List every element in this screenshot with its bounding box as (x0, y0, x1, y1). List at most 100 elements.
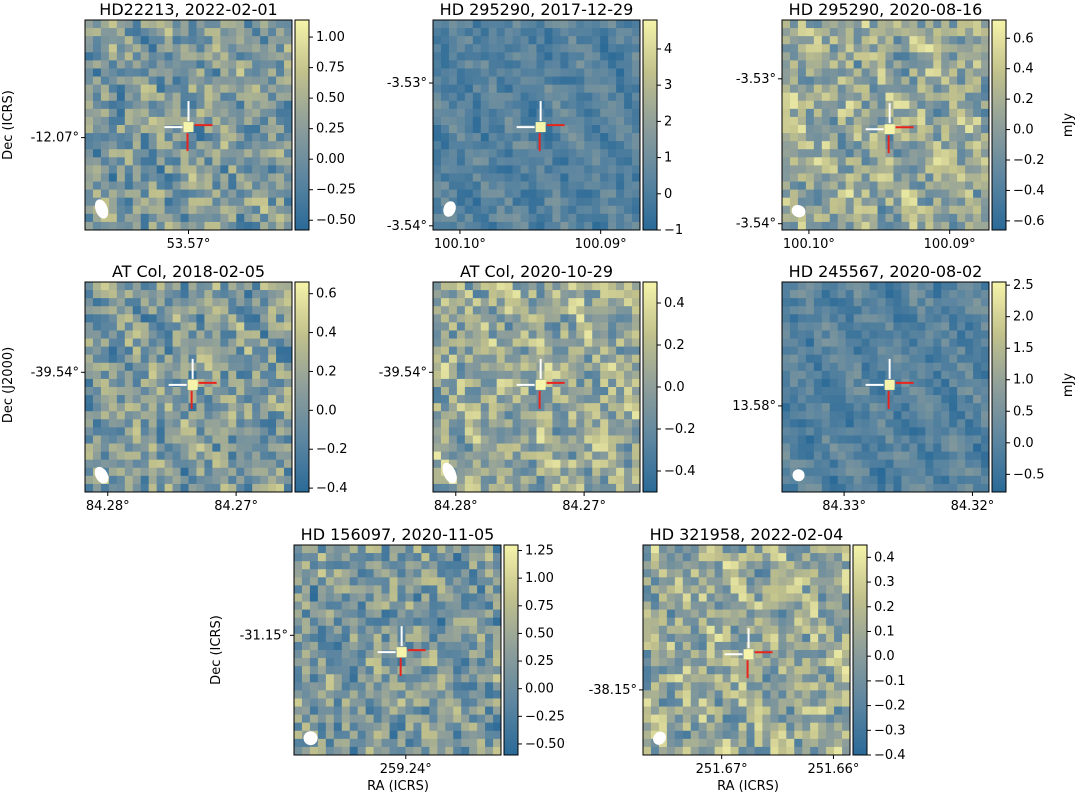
colorbar-tick-label: 0.1 (874, 624, 895, 639)
colorbar-tick-label: 2 (664, 114, 672, 129)
x-tick-label: 100.09° (575, 237, 627, 252)
colorbar-tick-label: 0 (664, 187, 672, 202)
panel-frame (642, 544, 851, 756)
colorbar-tick-label: −0.4 (874, 748, 906, 763)
colorbar (991, 19, 1007, 231)
x-tick-label: 53.57° (167, 237, 211, 252)
x-tick-label: 84.27° (214, 499, 258, 514)
colorbar-tick-label: 0.4 (664, 296, 685, 311)
colorbar-tick-label: −0.50 (316, 213, 356, 228)
colorbar-tick-label: −0.4 (664, 464, 696, 479)
x-tick-label: 84.32° (951, 499, 995, 514)
colorbar-tick-label: 0.2 (316, 364, 337, 379)
colorbar (503, 544, 519, 756)
colorbar-tick-label: −0.2 (1013, 153, 1045, 168)
colorbar (991, 281, 1007, 493)
colorbar-tick-label: 1.25 (525, 544, 554, 559)
panel-title: AT Col, 2018-02-05 (112, 262, 265, 281)
y-tick-label: -39.54° (379, 365, 427, 380)
y-tick-label: -38.15° (589, 683, 637, 698)
colorbar (642, 19, 658, 231)
panel-3: HD 295290, 2020-08-16 100.10° 100.09° -3.53… (736, 0, 1045, 252)
beam-ellipse (792, 469, 805, 482)
beam-ellipse (94, 199, 109, 219)
x-tick-label: 84.28° (434, 499, 478, 514)
colorbar-unit-label-row2: mJy (1061, 373, 1076, 397)
y-tick-label: -3.54° (736, 217, 776, 232)
colorbar-tick-label: 0.00 (316, 152, 345, 167)
heatmap-pixels (85, 20, 293, 231)
panel-8: HD 321958, 2022-02-04 251.67° 251.66° -38.1… (589, 525, 906, 777)
colorbar-tick-label: −0.25 (316, 183, 356, 198)
source-peak (884, 124, 895, 135)
panel-1: HD22213, 2022-02-01 53.57° -12.07° −0.50 −0.… (31, 0, 356, 252)
x-axis-label-left: RA (ICRS) (367, 779, 429, 794)
y-tick-label: -31.15° (240, 628, 288, 643)
panel-frame (293, 544, 502, 756)
colorbar-tick-label: 1 (664, 151, 672, 166)
heatmap-pixels (85, 282, 293, 493)
heatmap-pixels (433, 20, 641, 231)
colorbar-tick-label: −0.4 (316, 481, 348, 496)
colorbar-tick-label: −0.50 (525, 737, 565, 752)
x-tick-label: 100.09° (924, 237, 976, 252)
panel-title: HD 245567, 2020-08-02 (789, 262, 983, 281)
beam-ellipse (443, 201, 456, 217)
y-tick-label: 13.58° (732, 399, 776, 414)
heatmap-pixels (643, 545, 851, 756)
beam-ellipse (303, 731, 318, 746)
colorbar-tick-label: 0.50 (316, 91, 345, 106)
colorbar-tick-label: 0.5 (1013, 404, 1034, 419)
colorbar-tick-label: 0.4 (316, 326, 337, 341)
beam-ellipse (94, 466, 109, 484)
colorbar-tick-label: 0.0 (874, 649, 895, 664)
panel-title: HD 321958, 2022-02-04 (650, 525, 844, 544)
colorbar-tick-label: −0.6 (1013, 214, 1045, 229)
colorbar-tick-label: 0.2 (874, 600, 895, 615)
colorbar-tick-label: 1.00 (525, 571, 554, 586)
source-peak (743, 649, 754, 660)
panel-frame (781, 19, 990, 231)
y-tick-label: -3.53° (736, 72, 776, 87)
colorbar-tick-label: −0.1 (874, 674, 906, 689)
colorbar-tick-label: 4 (664, 42, 672, 57)
beam-ellipse (653, 731, 666, 745)
x-tick-label: 100.10° (434, 237, 486, 252)
colorbar-tick-label: 0.6 (1013, 31, 1034, 46)
panel-frame (781, 281, 990, 493)
x-tick-label: 251.66° (807, 762, 859, 777)
colorbar (642, 281, 658, 493)
colorbar (294, 281, 310, 493)
beam-ellipse (791, 204, 806, 218)
colorbar-tick-label: 0.75 (525, 599, 554, 614)
source-peak (535, 122, 546, 133)
colorbar-tick-label: 3 (664, 78, 672, 93)
panel-title: HD22213, 2022-02-01 (99, 0, 277, 19)
panel-5: AT Col, 2020-10-29 84.28° 84.27° -39.54° −0.… (379, 262, 696, 514)
colorbar-tick-label: 0.75 (316, 61, 345, 76)
colorbar-tick-label: 0.2 (1013, 92, 1034, 107)
heatmap-pixels (294, 545, 502, 756)
colorbar-unit-label-row1: mJy (1061, 113, 1076, 137)
panel-title: HD 295290, 2020-08-16 (789, 0, 983, 19)
colorbar-tick-label: 2.0 (1013, 310, 1034, 325)
panel-frame (432, 281, 641, 493)
colorbar-tick-label: −0.2 (874, 699, 906, 714)
x-tick-label: 84.33° (822, 499, 866, 514)
panel-frame (432, 19, 641, 231)
y-tick-label: -3.54° (387, 219, 427, 234)
source-peak (535, 379, 546, 390)
colorbar-tick-label: 0.3 (874, 575, 895, 590)
x-tick-label: 251.67° (696, 762, 748, 777)
y-tick-label: -12.07° (31, 131, 79, 146)
beam-ellipse (442, 462, 457, 484)
heatmap-pixels (782, 282, 990, 493)
panel-title: HD 156097, 2020-11-05 (301, 525, 495, 544)
colorbar-tick-label: 0.4 (874, 550, 895, 565)
colorbar-tick-label: 0.50 (525, 626, 554, 641)
colorbar-tick-label: 0.4 (1013, 62, 1034, 77)
y-axis-label-row2: Dec (J2000) (1, 347, 16, 423)
colorbar-tick-label: 0.0 (1013, 436, 1034, 451)
colorbar-tick-label: 0.0 (1013, 123, 1034, 138)
